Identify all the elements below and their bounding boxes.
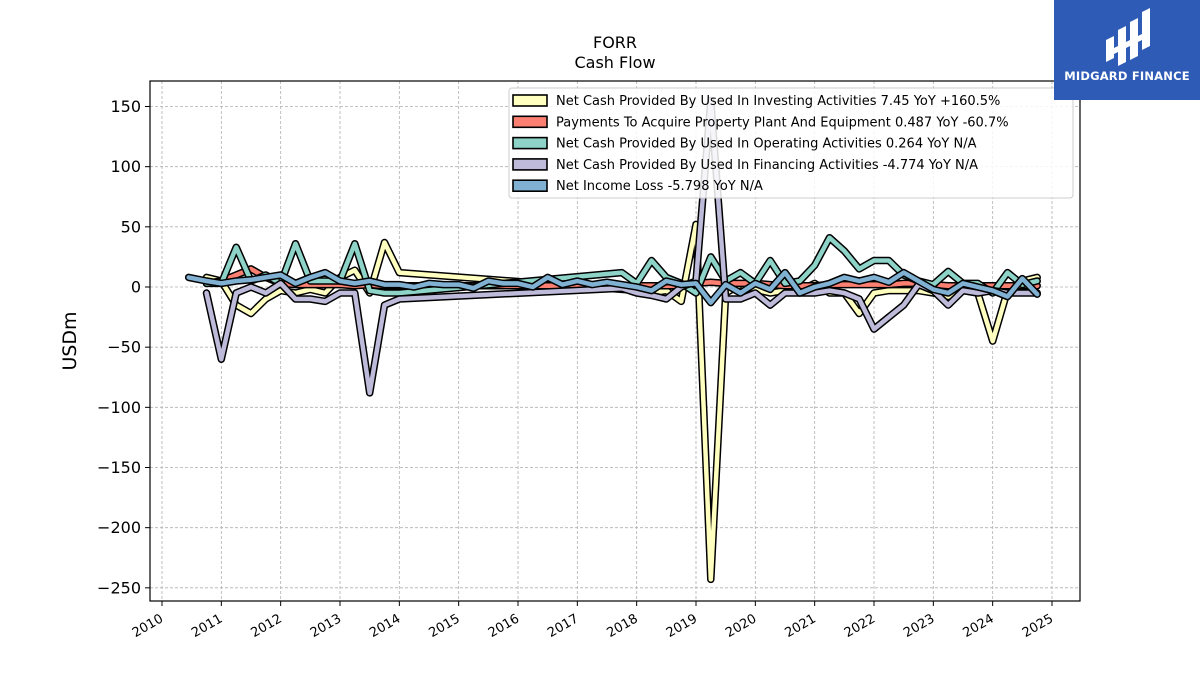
y-tick-label: 0 (131, 278, 141, 297)
legend-swatch (512, 179, 548, 192)
brand-logo: MIDGARD FINANCE (1054, 0, 1200, 100)
legend-item: Payments To Acquire Property Plant And E… (512, 115, 1009, 130)
x-tick-label: 2012 (249, 611, 285, 641)
legend-label: Payments To Acquire Property Plant And E… (556, 115, 1009, 130)
x-tick-label: 2019 (664, 611, 700, 641)
legend: Net Cash Provided By Used In Investing A… (508, 87, 1074, 199)
series-path (186, 270, 1040, 305)
x-tick-label: 2022 (842, 611, 878, 641)
plot-frame (149, 80, 1081, 602)
legend-box (508, 87, 1074, 199)
x-tick-label: 2025 (1020, 611, 1056, 641)
x-tick-label: 2011 (189, 611, 225, 641)
x-tick-label: 2017 (545, 611, 581, 641)
x-tick-label: 2021 (783, 611, 819, 641)
series-line (184, 268, 1041, 307)
x-tick-label: 2015 (427, 611, 463, 641)
legend-label: Net Income Loss -5.798 YoY N/A (556, 179, 763, 194)
chart-title: FORR (593, 33, 637, 52)
y-tick-label: 100 (110, 157, 141, 176)
legend-item: Net Cash Provided By Used In Operating A… (512, 136, 977, 152)
legend-swatch (512, 94, 548, 107)
y-tick-label: −150 (97, 458, 141, 477)
y-tick-label: −250 (97, 578, 141, 597)
x-tick-label: 2013 (308, 611, 344, 641)
legend-label: Net Cash Provided By Used In Operating A… (556, 137, 977, 152)
legend-swatch (512, 158, 548, 171)
y-tick-label: −50 (107, 338, 141, 357)
series-layer (184, 96, 1041, 584)
logo-mark-icon (1106, 8, 1150, 66)
legend-item: Net Cash Provided By Used In Financing A… (512, 158, 978, 173)
legend-swatch (512, 136, 548, 150)
x-tick-label: 2023 (901, 611, 937, 641)
chart-subtitle: Cash Flow (574, 53, 655, 72)
logo-text: MIDGARD FINANCE (1064, 69, 1190, 83)
y-axis-label: USDm (59, 311, 81, 370)
legend-swatch (512, 115, 548, 129)
x-tick-label: 2016 (486, 611, 522, 641)
x-tick-label: 2020 (723, 611, 759, 641)
legend-item: Net Cash Provided By Used In Investing A… (512, 94, 1000, 109)
legend-label: Net Cash Provided By Used In Financing A… (556, 158, 978, 173)
x-tick-label: 2010 (130, 611, 166, 641)
x-tick-label: 2018 (605, 611, 641, 641)
x-tick-label: 2014 (367, 611, 403, 641)
y-tick-label: 50 (121, 217, 141, 236)
legend-item: Net Income Loss -5.798 YoY N/A (512, 179, 763, 194)
y-tick-label: −200 (97, 518, 141, 537)
y-tick-label: 150 (110, 97, 141, 116)
legend-label: Net Cash Provided By Used In Investing A… (556, 94, 1000, 109)
x-tick-label: 2024 (961, 611, 997, 641)
y-tick-label: −100 (97, 398, 141, 417)
